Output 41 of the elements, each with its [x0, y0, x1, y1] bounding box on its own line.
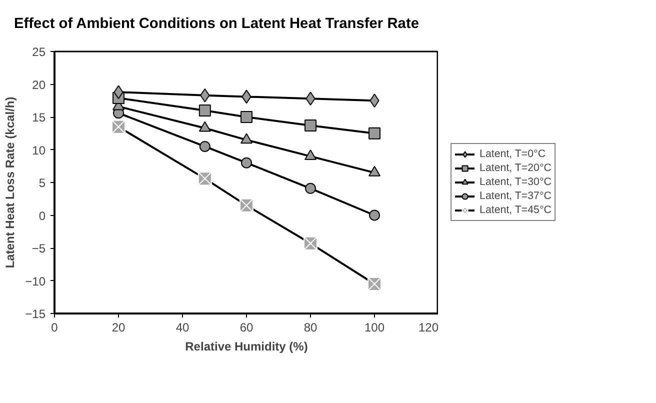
legend-label: Latent, T=30°C — [480, 174, 552, 189]
chart-title: Effect of Ambient Conditions on Latent Heat Transfer Rate — [14, 15, 419, 34]
y-tick-label: −5 — [32, 241, 46, 256]
y-tick-label: −10 — [25, 274, 46, 288]
legend-label: Latent, T=20°C — [480, 160, 552, 175]
point — [199, 140, 210, 152]
point — [241, 157, 252, 168]
x-tick-label: 20 — [112, 320, 126, 334]
x-tick-label: 100 — [364, 320, 385, 334]
y-tick-label: 5 — [38, 176, 46, 190]
point — [240, 133, 252, 144]
y-axis-title: Latent Heat Loss Rate (kcal/h) — [3, 96, 18, 268]
point — [369, 210, 380, 221]
legend-label: Latent, T=37°C — [480, 188, 552, 203]
y-tick-label: 25 — [32, 44, 46, 59]
x-tick-label: 80 — [304, 320, 318, 334]
point — [198, 172, 212, 186]
x-tick-label: 0 — [51, 320, 58, 334]
x-tick-label: 40 — [176, 320, 190, 334]
point — [112, 120, 126, 134]
x-tick-label: 60 — [240, 320, 254, 334]
point — [240, 110, 252, 123]
y-tick-label: 0 — [38, 208, 46, 223]
legend-label: Latent, T=45°C — [480, 202, 552, 217]
y-tick-label: 15 — [32, 110, 46, 124]
point — [304, 236, 318, 250]
point — [240, 198, 254, 212]
point — [304, 149, 316, 160]
y-tick-label: −15 — [25, 306, 46, 321]
x-axis-title: Relative Humidity (%) — [185, 339, 308, 354]
point — [368, 276, 382, 291]
point — [305, 182, 316, 194]
point — [368, 127, 380, 140]
x-tick-label: 120 — [418, 320, 439, 334]
point — [198, 121, 211, 132]
point — [368, 166, 380, 176]
y-tick-label: 10 — [32, 143, 46, 158]
y-tick-label: 20 — [32, 78, 46, 92]
legend-label: Latent, T=0°C — [480, 146, 546, 161]
point — [198, 104, 211, 116]
point — [304, 119, 316, 132]
